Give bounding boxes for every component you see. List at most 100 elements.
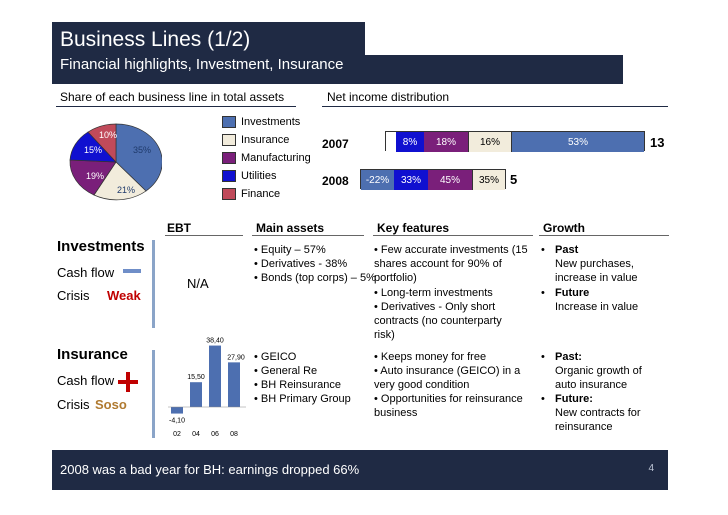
income-seg-2008-insurance: 35% <box>472 170 505 190</box>
income-underline <box>322 106 668 107</box>
investments-divider <box>152 240 155 328</box>
investments-asset-2: • Derivatives - 38% <box>254 258 348 270</box>
investments-growth-future-bullet: • <box>541 287 545 299</box>
investments-growth-past-1: New purchases, <box>555 258 634 270</box>
insurance-asset-1: • GEICO <box>254 351 297 363</box>
income-seg-2007-insurance: 16% <box>468 132 512 152</box>
insurance-growth-future-bullet: • <box>541 393 545 405</box>
income-year-2008: 2008 <box>322 174 349 188</box>
investments-feature-5: • Derivatives - Only short <box>374 301 496 313</box>
investments-cash-flow-label: Cash flow <box>57 265 115 280</box>
investments-crisis-value: Weak <box>107 288 141 303</box>
investments-feature-6: contracts (no counterparty <box>374 315 502 327</box>
ebt-bar-06 <box>209 345 221 407</box>
footer-bar: 2008 was a bad year for BH: earnings dro… <box>52 450 668 490</box>
ebt-value-label-06: 38,40 <box>206 338 224 345</box>
investments-asset-3: • Bonds (top corps) – 5% <box>254 272 376 284</box>
insurance-asset-2: • General Re <box>254 365 318 377</box>
legend-label-insurance: Insurance <box>241 134 290 146</box>
header-notch <box>365 22 623 55</box>
slide-title: Business Lines (1/2) <box>60 28 251 51</box>
income-seg-2008-neg: -22% <box>361 170 394 190</box>
income-seg-2007-utilities: 8% <box>396 132 424 152</box>
cash-flow-plus-icon <box>126 372 130 392</box>
insurance-growth-past-2: auto insurance <box>555 379 628 391</box>
pie-slice-insurance <box>93 161 147 201</box>
legend-label-investments: Investments <box>241 116 301 128</box>
insurance-growth-future-2: reinsurance <box>555 421 613 433</box>
income-chart-label: Net income distribution <box>327 90 450 104</box>
income-seg-2007-investments: 53% <box>512 132 644 152</box>
pie-label-investments: 35% <box>133 145 152 155</box>
pie-slice-investments <box>115 123 162 192</box>
ebt-bar-chart: -4,10 02 15,50 04 38,40 06 27,90 08 <box>168 338 246 438</box>
col-head-growth: Growth <box>543 221 585 235</box>
income-bar-2008: -22% 33% 45% 35% <box>360 169 506 190</box>
insurance-growth-past-bullet: • <box>541 351 545 363</box>
investments-ebt: N/A <box>187 276 209 291</box>
ebt-tick-08: 08 <box>230 431 238 438</box>
footer-text: 2008 was a bad year for BH: earnings dro… <box>60 462 360 477</box>
ebt-bar-08 <box>228 362 240 407</box>
legend-swatch-utilities <box>222 170 236 182</box>
insurance-growth-future-label: Future: <box>555 393 593 405</box>
ebt-tick-02: 02 <box>173 431 181 438</box>
investments-feature-3: portfolio) <box>374 272 417 284</box>
income-seg-2007-manufacturing: 18% <box>424 132 468 152</box>
row-head-insurance: Insurance <box>57 346 128 363</box>
col-head-features: Key features <box>377 221 450 235</box>
investments-feature-7: risk) <box>374 329 395 341</box>
legend-swatch-investments <box>222 116 236 128</box>
insurance-growth-future-1: New contracts for <box>555 407 641 419</box>
assets-chart-label: Share of each business line in total ass… <box>60 90 285 104</box>
insurance-feature-1: • Keeps money for free <box>374 351 487 363</box>
col-rule-assets <box>252 235 364 236</box>
insurance-feature-2: • Auto insurance (GEICO) in a <box>374 365 521 377</box>
insurance-feature-4: • Opportunities for reinsurance <box>374 393 523 405</box>
income-bar-2007: 8% 18% 16% 53% <box>385 131 645 152</box>
pie-slice-finance <box>87 123 117 163</box>
investments-growth-past-bullet: • <box>541 244 545 256</box>
legend-swatch-manufacturing <box>222 152 236 164</box>
col-head-ebt: EBT <box>167 221 191 235</box>
ebt-tick-06: 06 <box>211 431 219 438</box>
ebt-value-label-08: 27,90 <box>227 354 245 361</box>
income-seg-2007-gap <box>386 132 396 152</box>
pie-label-utilities: 15% <box>84 145 103 155</box>
income-year-2007: 2007 <box>322 137 349 151</box>
investments-growth-past-2: increase in value <box>555 272 638 284</box>
col-rule-features <box>373 235 533 236</box>
insurance-feature-3: very good condition <box>374 379 470 391</box>
pie-label-insurance: 21% <box>117 185 136 195</box>
ebt-bar-04 <box>190 382 202 407</box>
insurance-divider <box>152 350 155 438</box>
investments-growth-future-1: Increase in value <box>555 301 639 313</box>
income-total-2008: 5 <box>510 172 518 187</box>
insurance-growth-past-1: Organic growth of <box>555 365 642 377</box>
insurance-feature-5: business <box>374 407 418 419</box>
ebt-value-label-04: 15,50 <box>187 374 205 381</box>
legend-label-manufacturing: Manufacturing <box>241 152 311 164</box>
income-seg-2008-utilities: 33% <box>394 170 428 190</box>
insurance-crisis-value: Soso <box>95 397 127 412</box>
page-number: 4 <box>648 463 654 474</box>
insurance-asset-4: • BH Primary Group <box>254 393 351 405</box>
ebt-bar-02 <box>171 407 183 414</box>
insurance-crisis-label: Crisis <box>57 397 90 412</box>
pie-label-manufacturing: 19% <box>86 171 105 181</box>
legend-label-utilities: Utilities <box>241 170 277 182</box>
legend-swatch-finance <box>222 188 236 200</box>
pie-slice-manufacturing <box>69 159 117 196</box>
legend-swatch-insurance <box>222 134 236 146</box>
insurance-cash-flow-label: Cash flow <box>57 373 115 388</box>
ebt-tick-04: 04 <box>192 431 200 438</box>
col-rule-growth <box>539 235 669 236</box>
row-head-investments: Investments <box>57 238 145 255</box>
assets-underline <box>56 106 296 107</box>
income-seg-2008-manufacturing: 45% <box>428 170 472 190</box>
legend-label-finance: Finance <box>241 188 281 200</box>
insurance-asset-3: • BH Reinsurance <box>254 379 342 391</box>
investments-feature-4: • Long-term investments <box>374 287 493 299</box>
investments-asset-1: • Equity – 57% <box>254 244 326 256</box>
investments-feature-1: • Few accurate investments (15 <box>374 244 528 256</box>
